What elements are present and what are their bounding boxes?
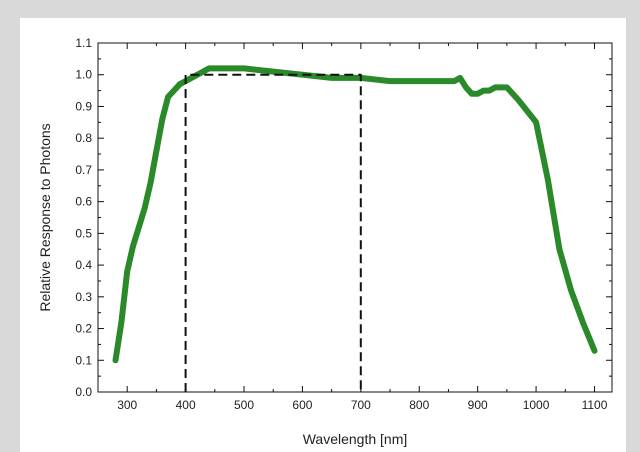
x-axis-title: Wavelength [nm] [303,431,408,447]
x-tick-label: 700 [351,398,371,412]
y-tick-label: 0.7 [75,163,92,177]
y-tick-label: 0.9 [75,99,92,113]
x-tick-label: 1000 [523,398,550,412]
response-curve [112,65,598,364]
x-tick-label: 600 [292,398,312,412]
chart-frame: 300 400 500 600 700 800 900 1000 1100 0.0 0.1 0.2 0.… [20,18,626,452]
x-tick-label: 1100 [582,398,608,412]
bandpass-dashed-line [184,73,362,392]
plot-border [97,42,613,393]
y-tick-label: 0.8 [75,131,92,145]
y-tick-label: 0.1 [75,353,92,367]
x-tick-label: 300 [117,398,137,412]
y-tick-label: 1.1 [75,36,92,50]
chart: 300 400 500 600 700 800 900 1000 1100 0.0 0.1 0.2 0.… [37,36,613,447]
y-tick-label: 0.5 [75,226,92,240]
y-tick-label: 0.0 [75,385,92,399]
x-tick-label: 400 [176,398,196,412]
x-tick-label: 800 [409,398,429,412]
y-tick-label: 0.6 [75,195,92,209]
x-tick-label: 900 [468,398,488,412]
y-tick-label: 1.0 [75,68,92,82]
x-tick-label: 500 [234,398,254,412]
y-tick-label: 0.2 [75,322,92,336]
y-axis-title: Relative Response to Photons [37,123,53,311]
y-tick-label: 0.4 [75,258,92,272]
y-tick-label: 0.3 [75,290,92,304]
